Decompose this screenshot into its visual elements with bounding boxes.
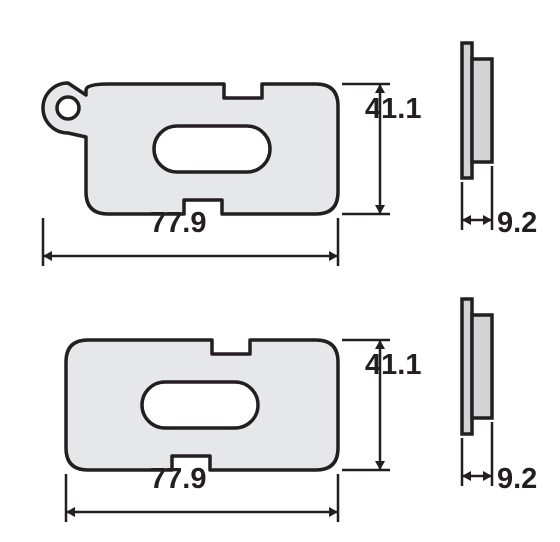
dim-thick-1: 9.2 [497,207,537,240]
dim-width-2: 77.9 [150,463,206,496]
technical-drawing-container: 41.1 77.9 9.2 41.1 77.9 9.2 [0,0,560,542]
dim-height-1: 41.1 [365,93,421,126]
dim-thick-2: 9.2 [497,463,537,496]
dimension-diagram [0,0,560,542]
dim-width-1: 77.9 [150,207,206,240]
dim-height-2: 41.1 [365,349,421,382]
